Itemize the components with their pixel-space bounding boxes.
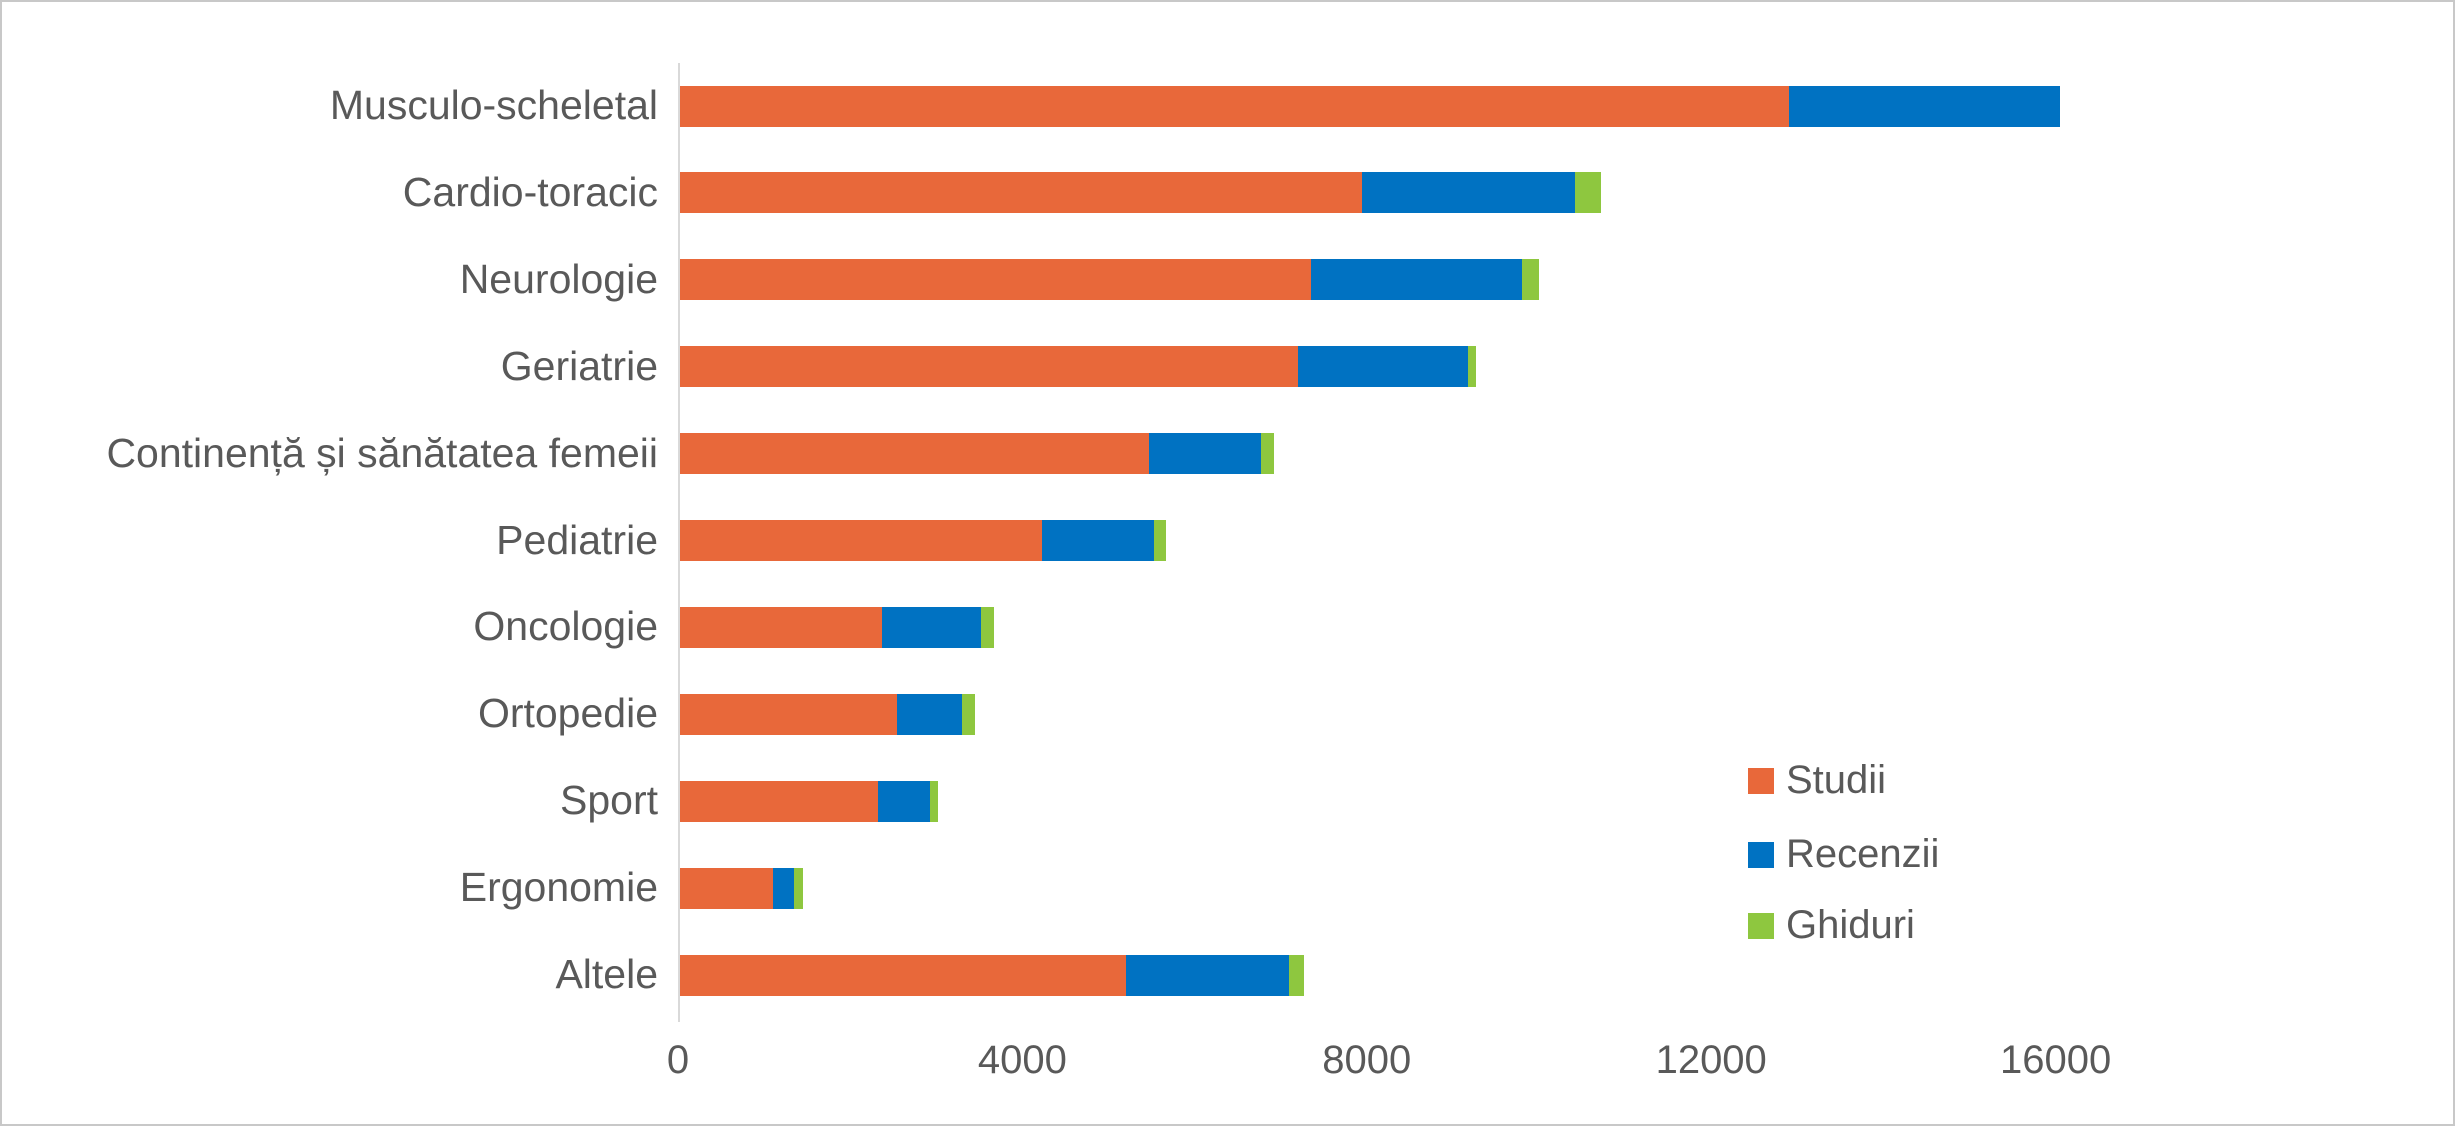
y-axis-line [678, 63, 680, 1022]
bar-segment-recenzii [1041, 520, 1154, 561]
bar-segment-recenzii [878, 780, 930, 822]
bar-segment-studii [680, 606, 883, 648]
bar-segment-studii [680, 259, 1311, 301]
legend-item-recenzii: Recenzii [1748, 832, 1939, 877]
category-label: Cardio-toracic [402, 168, 658, 215]
bar-segment-recenzii [772, 867, 795, 909]
bar-segment-ghiduri [961, 693, 975, 735]
bar-segment-recenzii [1297, 346, 1468, 388]
x-tick-label: 8000 [1322, 1038, 1412, 1082]
bar-row [680, 606, 995, 648]
bar-segment-ghiduri [929, 780, 939, 822]
bar-segment-ghiduri [1261, 433, 1275, 475]
bar-row [680, 693, 975, 735]
bar-row [680, 867, 803, 909]
bar-row [680, 954, 1305, 996]
legend-item-ghiduri: Ghiduri [1748, 903, 1915, 948]
bar-row [680, 85, 2060, 127]
category-label: Neurologie [459, 255, 658, 302]
legend-label-recenzii: Recenzii [1786, 832, 1940, 876]
category-label: Sport [560, 777, 658, 824]
bar-segment-recenzii [882, 606, 982, 648]
bar-segment-ghiduri [1153, 520, 1167, 561]
category-label: Ortopedie [477, 690, 658, 737]
x-tick-label: 4000 [977, 1038, 1067, 1082]
bar-row [680, 259, 1539, 301]
bar-segment-studii [680, 954, 1126, 996]
bar-segment-studii [680, 346, 1298, 388]
bar-segment-recenzii [1149, 433, 1262, 475]
legend-label-studii: Studii [1786, 758, 1887, 802]
category-label: Geriatrie [500, 342, 658, 389]
bar-row [680, 433, 1275, 475]
bar-segment-ghiduri [981, 606, 995, 648]
bar-segment-ghiduri [1289, 954, 1305, 996]
bar-segment-studii [680, 433, 1150, 475]
bar-segment-studii [680, 867, 773, 909]
bar-row [680, 346, 1477, 388]
category-label: Ergonomie [459, 864, 658, 911]
bar-segment-studii [680, 693, 898, 735]
bar-segment-studii [680, 85, 1789, 127]
x-tick-label: 12000 [1655, 1038, 1767, 1082]
legend-swatch-studii [1748, 767, 1774, 794]
bar-segment-studii [680, 172, 1363, 214]
bar-row [680, 520, 1167, 561]
legend-item-studii: Studii [1748, 758, 1886, 803]
category-label: Pediatrie [496, 516, 658, 563]
bar-segment-recenzii [1362, 172, 1576, 214]
bar-segment-ghiduri [1521, 259, 1539, 301]
legend-swatch-recenzii [1748, 841, 1774, 868]
category-label: Continență și sănătatea femeii [106, 429, 658, 476]
legend-swatch-ghiduri [1748, 912, 1774, 939]
category-label: Musculo-scheletal [329, 82, 658, 128]
bar-segment-recenzii [1788, 85, 2060, 127]
bar-row [680, 172, 1602, 214]
bar-segment-studii [680, 520, 1042, 561]
bar-segment-ghiduri [1467, 346, 1477, 388]
bar-segment-recenzii [1310, 259, 1522, 301]
bar-segment-recenzii [1125, 954, 1290, 996]
category-label: Oncologie [473, 603, 658, 650]
bar-segment-ghiduri [1575, 172, 1602, 214]
x-tick-label: 0 [666, 1038, 690, 1082]
bar-segment-recenzii [897, 693, 962, 735]
category-label: Altele [555, 951, 658, 997]
bar-segment-ghiduri [794, 867, 803, 909]
legend-label-ghiduri: Ghiduri [1786, 903, 1915, 947]
bar-segment-studii [680, 780, 879, 822]
bar-row [680, 780, 939, 822]
x-tick-label: 16000 [1999, 1038, 2112, 1082]
